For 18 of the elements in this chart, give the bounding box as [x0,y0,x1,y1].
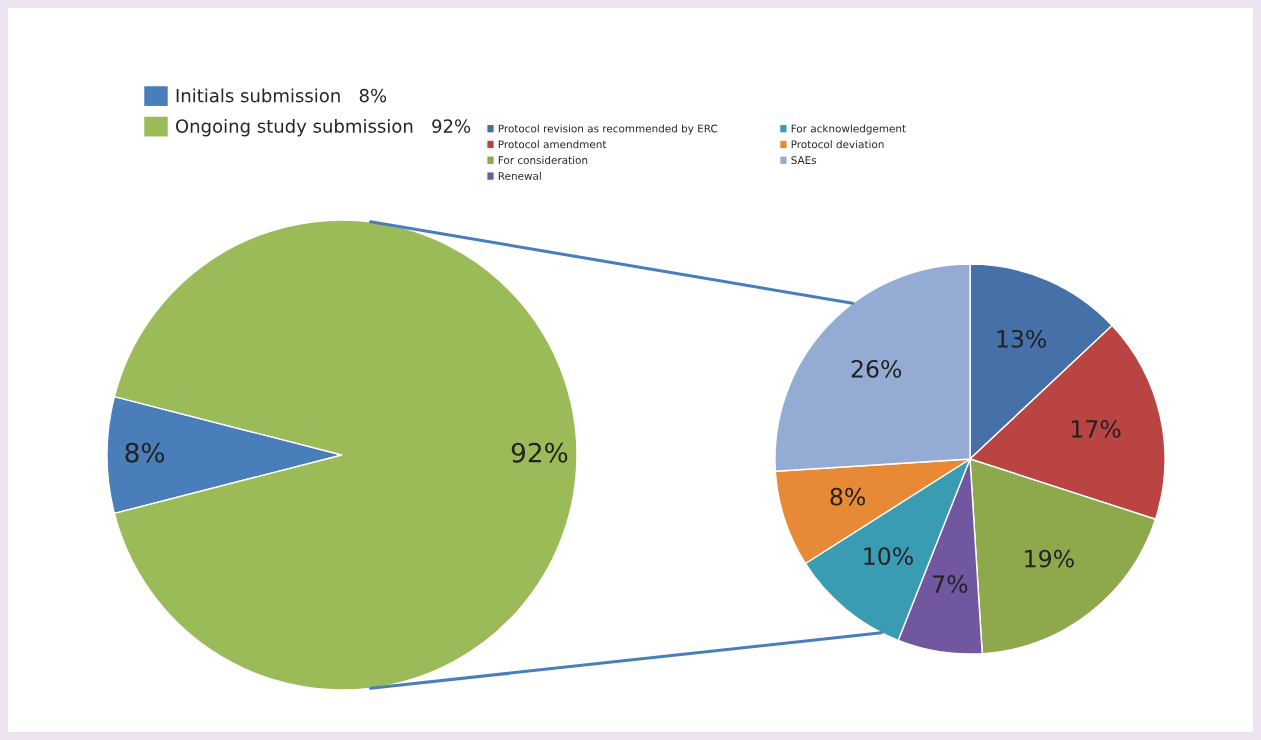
legend-label: For consideration [498,156,588,165]
data-label: 92% [511,442,568,463]
legend-label: Protocol revision as recommended by ERC [498,124,718,135]
legend-label: Ongoing study submission 92% [175,118,471,137]
legend-label: Protocol deviation [791,140,884,149]
legend-label: Protocol amendment [498,140,607,149]
data-label: 13% [997,329,1047,348]
data-label: 7% [933,575,968,593]
data-label: 8% [830,487,866,506]
data-label: 8% [125,442,165,463]
legend-label: SAEs [791,156,817,165]
data-label: 17% [1071,419,1121,438]
legend-label: Renewal [498,171,541,180]
legend-label: For acknowledgement [791,124,906,135]
data-label: 19% [1025,549,1074,568]
data-label: 10% [864,547,913,566]
data-label: 26% [851,359,902,378]
legend-label: Initials submission 8% [176,88,387,103]
